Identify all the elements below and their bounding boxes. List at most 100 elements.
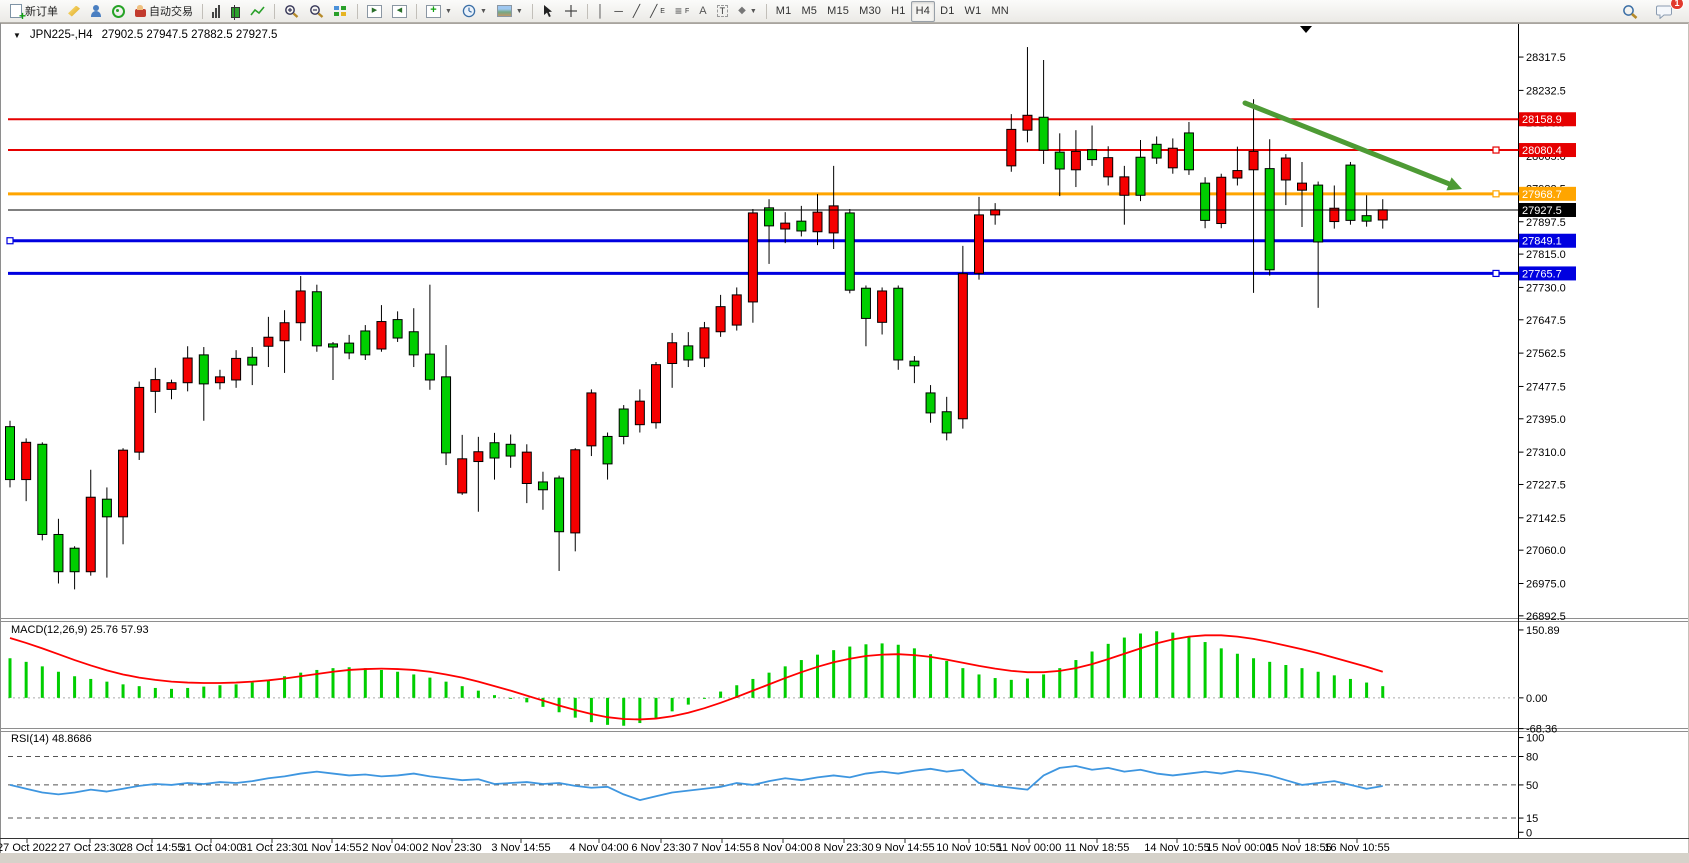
candle[interactable] [957, 273, 968, 420]
timeframe-m30-button[interactable]: M30 [854, 1, 886, 22]
candle[interactable] [489, 442, 500, 459]
candle[interactable] [214, 376, 225, 384]
candle[interactable] [586, 392, 597, 447]
candle[interactable] [1054, 151, 1065, 170]
candle[interactable] [570, 449, 581, 534]
candle[interactable] [731, 294, 742, 326]
equidistant-channel-button[interactable]: ╱ E [650, 4, 665, 18]
market-watch-button[interactable] [107, 1, 130, 22]
timeframe-m1-button[interactable]: M1 [771, 1, 797, 22]
arrows-button[interactable]: ◆ ▼ [738, 5, 757, 16]
candle[interactable] [69, 547, 80, 573]
candle[interactable] [392, 319, 403, 339]
candle[interactable] [764, 207, 775, 227]
candle[interactable] [796, 220, 807, 232]
candle[interactable] [1264, 168, 1275, 271]
candle[interactable] [1232, 170, 1243, 179]
candle[interactable] [247, 356, 258, 366]
candle[interactable] [408, 331, 419, 356]
candle[interactable] [1151, 143, 1162, 159]
candle[interactable] [667, 342, 678, 365]
candle[interactable] [844, 212, 855, 291]
candle[interactable] [634, 400, 645, 426]
text-button[interactable]: A [699, 5, 707, 17]
candle[interactable] [37, 443, 48, 535]
candle[interactable] [1216, 176, 1227, 225]
templates-button[interactable]: ▼ [492, 1, 528, 22]
auto-scroll-button[interactable]: ▶ [362, 1, 387, 22]
candle[interactable] [1167, 147, 1178, 169]
indicators-button[interactable]: + ▼ [421, 1, 457, 22]
candle[interactable] [1313, 184, 1324, 243]
candle[interactable] [909, 360, 920, 367]
timeframe-m15-button[interactable]: M15 [822, 1, 854, 22]
candle[interactable] [990, 209, 1001, 216]
candle[interactable] [893, 287, 904, 361]
zoom-out-button[interactable] [304, 1, 329, 22]
candle[interactable] [618, 408, 629, 437]
candle[interactable] [118, 449, 129, 518]
candle[interactable] [1183, 132, 1194, 171]
candle[interactable] [1280, 157, 1291, 181]
candle[interactable] [537, 481, 548, 491]
candle[interactable] [828, 205, 839, 234]
candle[interactable] [1297, 182, 1307, 191]
candle[interactable] [1038, 116, 1049, 151]
candle[interactable] [424, 353, 435, 381]
candle[interactable] [344, 342, 355, 354]
styler-button[interactable] [63, 1, 85, 22]
candle[interactable] [53, 533, 64, 573]
notifications-button[interactable]: 1 [1651, 0, 1684, 22]
candle[interactable] [1329, 207, 1340, 223]
candle[interactable] [521, 451, 532, 484]
auto-trading-button[interactable]: 自动交易 [130, 1, 198, 22]
candle[interactable] [1248, 150, 1259, 171]
candle[interactable] [1377, 209, 1388, 221]
candle[interactable] [860, 287, 871, 319]
candle[interactable] [747, 212, 758, 303]
candle[interactable] [198, 354, 209, 385]
vertical-line-button[interactable]: │ [596, 4, 605, 18]
candle[interactable] [376, 321, 387, 350]
text-label-button[interactable]: T [712, 1, 734, 22]
trend-arrow[interactable] [1242, 100, 1452, 187]
candle[interactable] [974, 214, 984, 274]
candle[interactable] [554, 477, 565, 533]
horizontal-line-button[interactable]: ─ [614, 4, 623, 18]
candle[interactable] [182, 357, 193, 384]
timeframe-w1-button[interactable]: W1 [960, 1, 987, 22]
candle[interactable] [505, 443, 516, 457]
candle[interactable] [457, 458, 468, 494]
candle[interactable] [279, 322, 290, 342]
candle[interactable] [1022, 114, 1033, 131]
candle[interactable] [941, 411, 952, 434]
fibonacci-button[interactable]: ≡ F [674, 4, 690, 18]
chart-shift-marker[interactable] [1300, 26, 1312, 33]
candle[interactable] [441, 376, 452, 454]
cursor-button[interactable] [537, 1, 559, 22]
candle[interactable] [602, 435, 613, 465]
candle[interactable] [150, 379, 161, 392]
candle[interactable] [328, 343, 338, 348]
candle[interactable] [166, 382, 177, 390]
candle[interactable] [699, 327, 710, 359]
candlestick-mode-button[interactable] [226, 1, 245, 22]
trendline-button[interactable]: ╱ [632, 4, 641, 18]
candle[interactable] [263, 336, 274, 347]
candle[interactable] [21, 441, 32, 481]
candle[interactable] [473, 451, 484, 463]
candle[interactable] [295, 290, 306, 324]
bar-chart-mode-button[interactable] [207, 1, 226, 22]
zoom-in-button[interactable] [279, 1, 304, 22]
candle[interactable] [85, 496, 96, 573]
candle[interactable] [101, 498, 112, 518]
chart-shift-button[interactable]: ◀ [387, 1, 412, 22]
candle[interactable] [360, 330, 371, 356]
candle[interactable] [1135, 156, 1146, 196]
candle[interactable] [812, 211, 823, 233]
candle[interactable] [5, 426, 15, 481]
timeframe-d1-button[interactable]: D1 [935, 1, 959, 22]
candle[interactable] [651, 364, 661, 424]
candle[interactable] [1361, 215, 1372, 222]
timeframe-h1-button[interactable]: H1 [886, 1, 910, 22]
